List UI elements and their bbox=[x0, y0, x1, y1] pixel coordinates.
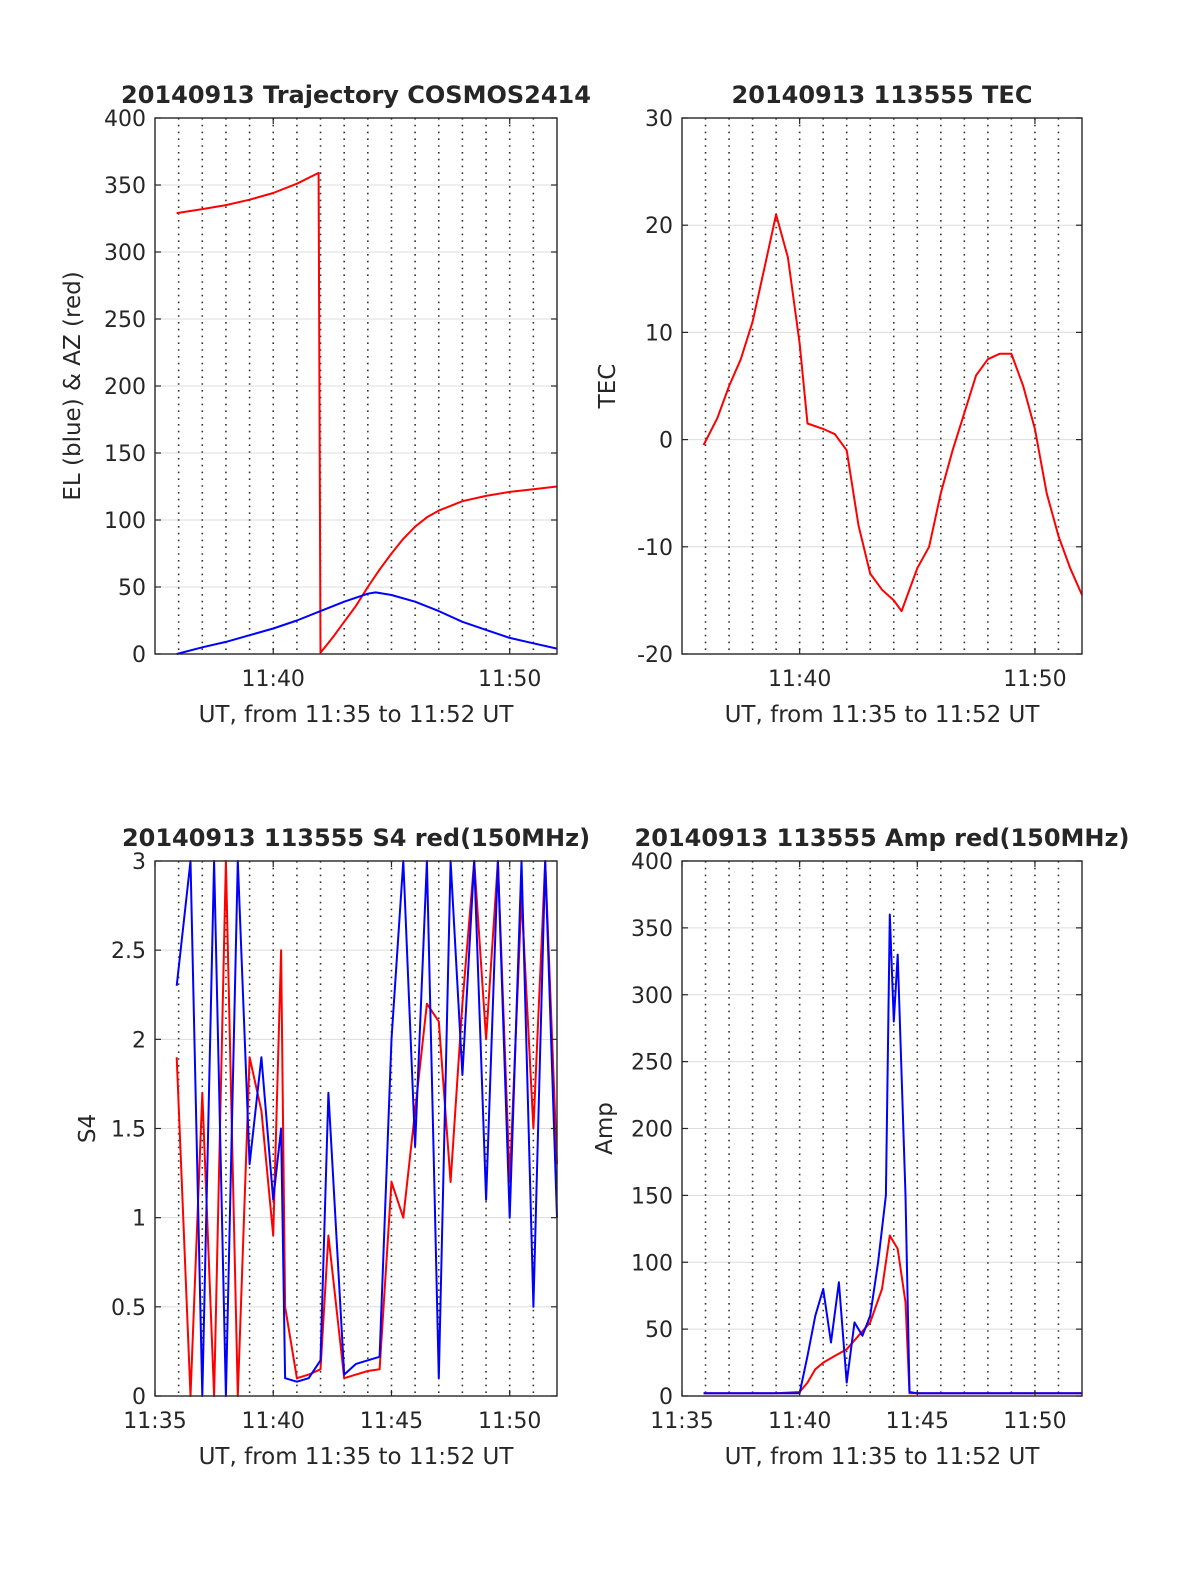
amp-xlabel: UT, from 11:35 to 11:52 UT bbox=[725, 1444, 1041, 1470]
trajectory-ytick-label: 400 bbox=[104, 107, 146, 132]
trajectory-title: 20140913 Trajectory COSMOS2414 bbox=[121, 81, 591, 109]
trajectory-ytick-label: 200 bbox=[104, 375, 146, 400]
trajectory-xtick-label: 11:50 bbox=[478, 667, 541, 692]
tec-ytick-label: 10 bbox=[645, 321, 673, 346]
s4-ytick-label: 3 bbox=[132, 850, 146, 875]
tec-xlabel: UT, from 11:35 to 11:52 UT bbox=[725, 702, 1041, 728]
trajectory-series-1 bbox=[176, 591, 558, 655]
tec-ytick-label: 20 bbox=[645, 214, 673, 239]
amp-xtick-label: 11:40 bbox=[768, 1409, 831, 1434]
amp-xtick-label: 11:45 bbox=[886, 1409, 949, 1434]
plot-tec: -20 -10 0 10 20 30 11:40 11:50 20140913 113555 T… bbox=[595, 81, 1083, 728]
plot-trajectory: 0 50 100 150 200 250 300 350 400 11:40 11:50 201409… bbox=[60, 81, 591, 728]
s4-xtick-label: 11:40 bbox=[242, 1409, 305, 1434]
tec-ylabel: TEC bbox=[595, 364, 621, 410]
amp-ytick-label: 250 bbox=[631, 1051, 673, 1076]
amp-ytick-label: 400 bbox=[631, 850, 673, 875]
trajectory-ytick-label: 100 bbox=[104, 509, 146, 534]
plot-s4: 0 0.5 1 1.5 2 2.5 3 11:35 11:40 11:45 11:50 2014091… bbox=[75, 824, 590, 1470]
s4-xtick-label: 11:45 bbox=[360, 1409, 423, 1434]
tec-xtick-label: 11:40 bbox=[768, 667, 831, 692]
trajectory-ytick-label: 0 bbox=[132, 643, 146, 668]
s4-series-1 bbox=[175, 860, 558, 1397]
amp-ytick-label: 150 bbox=[631, 1184, 673, 1209]
tec-series-0 bbox=[702, 213, 1083, 613]
s4-ytick-label: 2 bbox=[132, 1028, 146, 1053]
trajectory-series-0 bbox=[176, 171, 558, 654]
amp-xtick-label: 11:35 bbox=[650, 1409, 713, 1434]
amp-ytick-label: 300 bbox=[631, 984, 673, 1009]
amp-title: 20140913 113555 Amp red(150MHz) bbox=[635, 824, 1130, 852]
tec-ytick-label: 0 bbox=[659, 429, 673, 454]
s4-series-0 bbox=[175, 860, 558, 1397]
trajectory-ytick-label: 50 bbox=[118, 576, 146, 601]
tec-axes-box bbox=[681, 117, 1083, 655]
trajectory-ytick-label: 300 bbox=[104, 241, 146, 266]
trajectory-xlabel: UT, from 11:35 to 11:52 UT bbox=[199, 702, 515, 728]
tec-xtick-label: 11:50 bbox=[1003, 667, 1066, 692]
s4-ytick-label: 1 bbox=[132, 1207, 146, 1232]
amp-xtick-label: 11:50 bbox=[1003, 1409, 1066, 1434]
trajectory-ytick-label: 350 bbox=[104, 174, 146, 199]
tec-title: 20140913 113555 TEC bbox=[732, 81, 1033, 109]
amp-ytick-label: 100 bbox=[631, 1251, 673, 1276]
amp-ytick-label: 350 bbox=[631, 917, 673, 942]
s4-xtick-label: 11:35 bbox=[123, 1409, 186, 1434]
s4-xlabel: UT, from 11:35 to 11:52 UT bbox=[199, 1444, 515, 1470]
trajectory-ylabel: EL (blue) & AZ (red) bbox=[60, 271, 86, 500]
amp-series-1 bbox=[703, 913, 1082, 1395]
trajectory-ytick-label: 150 bbox=[104, 442, 146, 467]
trajectory-ytick-label: 250 bbox=[104, 308, 146, 333]
s4-xtick-label: 11:50 bbox=[478, 1409, 541, 1434]
amp-ytick-label: 200 bbox=[631, 1118, 673, 1143]
amp-ytick-label: 50 bbox=[645, 1318, 673, 1343]
s4-ytick-label: 0.5 bbox=[111, 1296, 146, 1321]
amp-ytick-label: 0 bbox=[659, 1385, 673, 1410]
s4-title: 20140913 113555 S4 red(150MHz) bbox=[122, 824, 590, 852]
s4-ylabel: S4 bbox=[75, 1114, 101, 1143]
s4-ytick-label: 2.5 bbox=[111, 939, 146, 964]
tec-ytick-label: -10 bbox=[637, 536, 673, 561]
plot-amp: 0 50 100 150 200 250 300 350 400 11:35 11:40 11:45 1… bbox=[592, 824, 1129, 1470]
tec-ytick-label: -20 bbox=[637, 643, 673, 668]
s4-ytick-label: 1.5 bbox=[111, 1118, 146, 1143]
tec-ytick-label: 30 bbox=[645, 107, 673, 132]
amp-ylabel: Amp bbox=[592, 1102, 618, 1155]
trajectory-xtick-label: 11:40 bbox=[242, 667, 305, 692]
s4-ytick-label: 0 bbox=[132, 1385, 146, 1410]
